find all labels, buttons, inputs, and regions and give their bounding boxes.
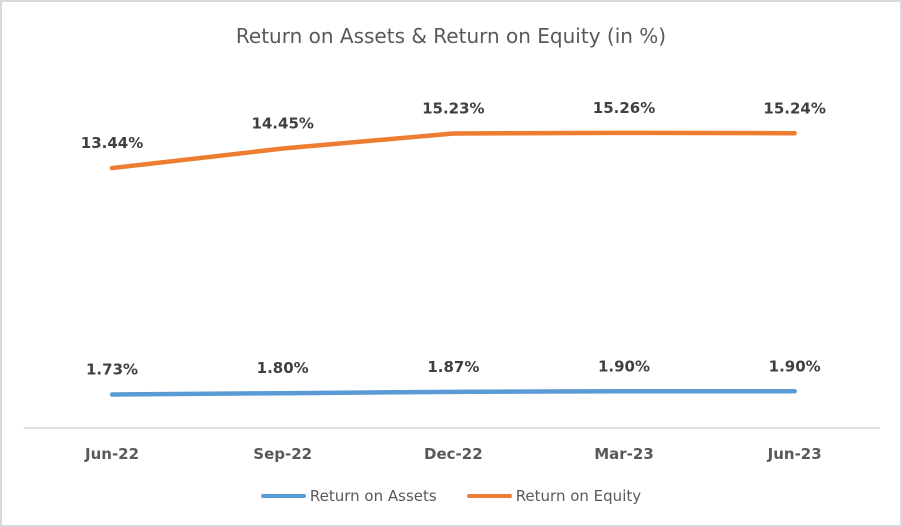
x-axis-label-jun-23: Jun-23	[767, 445, 822, 463]
series-line-return-on-assets	[109, 389, 797, 397]
x-axis-label-jun-22: Jun-22	[84, 445, 139, 463]
x-axis-label-sep-22: Sep-22	[253, 445, 312, 463]
data-label-return-on-assets-sep-22: 1.80%	[257, 359, 309, 377]
legend-item-return-on-assets: Return on Assets	[260, 487, 437, 505]
data-label-return-on-equity-jun-23: 15.24%	[763, 99, 825, 117]
data-label-return-on-equity-jun-22: 13.44%	[81, 134, 143, 152]
legend-item-return-on-equity: Return on Equity	[466, 487, 642, 505]
data-label-return-on-assets-dec-22: 1.87%	[427, 358, 479, 376]
data-label-return-on-assets-jun-23: 1.90%	[769, 357, 821, 375]
legend-line-swatch-equity	[466, 493, 512, 499]
data-label-return-on-assets-mar-23: 1.90%	[598, 357, 650, 375]
legend: Return on Assets Return on Equity	[2, 485, 900, 507]
legend-line-swatch-assets	[260, 493, 306, 499]
data-label-return-on-equity-mar-23: 15.26%	[593, 99, 655, 117]
legend-label-equity: Return on Equity	[515, 487, 642, 505]
series-line-return-on-equity	[109, 130, 797, 171]
data-label-return-on-equity-dec-22: 15.23%	[422, 99, 484, 117]
data-label-return-on-equity-sep-22: 14.45%	[251, 115, 313, 133]
legend-label-assets: Return on Assets	[309, 487, 437, 505]
x-axis-label-dec-22: Dec-22	[424, 445, 483, 463]
chart-title: Return on Assets & Return on Equity (in …	[235, 24, 667, 48]
data-label-return-on-assets-jun-22: 1.73%	[86, 361, 138, 379]
x-axis-label-mar-23: Mar-23	[594, 445, 654, 463]
